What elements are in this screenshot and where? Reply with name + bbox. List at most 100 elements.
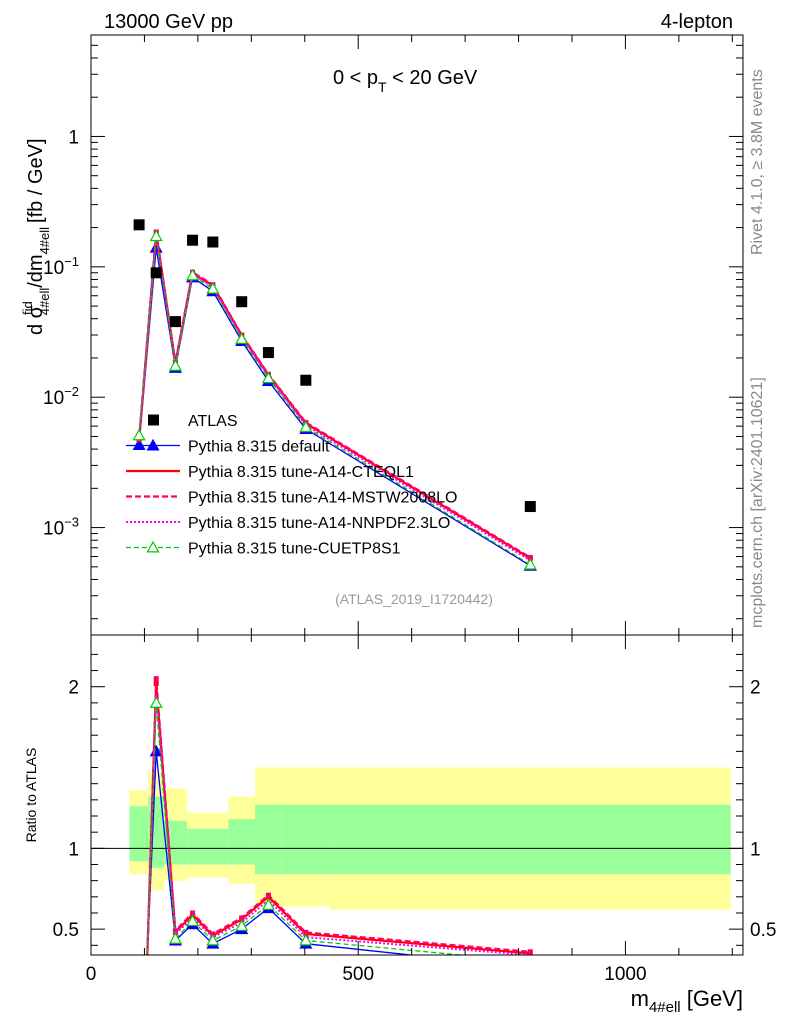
tick-exponent: −2 <box>64 384 79 399</box>
ylabel-unit: [fb / GeV] <box>25 138 47 222</box>
ylabel-d: d <box>25 324 47 335</box>
ratio-point-mstw <box>145 959 150 964</box>
cut-label: 0 < pT < 20 GeV <box>333 67 478 95</box>
inner-band-bin <box>187 828 198 865</box>
y-tick-label-ratio-right: 0.5 <box>750 920 776 941</box>
main-point-mstw <box>527 554 533 560</box>
inner-band-bin <box>197 828 229 865</box>
y-tick-label-ratio-right: 1 <box>750 839 761 860</box>
x-axis-title: m4#ell [GeV] <box>631 986 743 1016</box>
atlas-point <box>169 316 181 328</box>
ratio-marker-cuetp8s1 <box>299 933 313 946</box>
atlas-point <box>300 374 312 386</box>
ratio-uncertainty-bands <box>129 767 731 910</box>
ratio-marker-cuetp8s1 <box>235 919 249 931</box>
analysis-reference: (ATLAS_2019_I1720442) <box>335 591 493 607</box>
ratio-point-cteql1 <box>145 959 150 964</box>
atlas-point <box>524 501 536 513</box>
main-marker-cuetp8s1 <box>299 420 313 433</box>
y-tick-label-ratio-left: 2 <box>68 678 79 699</box>
ratio-series <box>145 676 533 964</box>
cut-sub: T <box>378 79 387 95</box>
atlas-point <box>133 219 145 231</box>
ratio-point-mstw <box>239 915 245 921</box>
y-tick-label-ratio-left: 1 <box>68 839 79 860</box>
ylabel-slash: /dm <box>25 254 47 287</box>
main-marker-cuetp8s1 <box>186 268 200 281</box>
ratio-marker-cuetp8s1 <box>168 932 182 944</box>
cut-suffix: < 20 GeV <box>387 67 478 89</box>
rivet-label: Rivet 4.1.0, ≥ 3.8M events <box>749 69 766 255</box>
ratio-frame <box>90 634 744 956</box>
atlas-point <box>187 234 199 246</box>
ratio-marker-cuetp8s1 <box>149 696 163 708</box>
main-marker-cuetp8s1 <box>149 229 163 242</box>
ylabel-sub: 4#ell <box>37 288 52 316</box>
y-tick-label-main: 10−2 <box>43 384 79 409</box>
tick-base: 10 <box>43 258 64 279</box>
legend-label-mstw: Pythia 8.315 tune-A14-MSTW2008LO <box>188 490 457 507</box>
main-marker-cuetp8s1 <box>132 428 146 441</box>
y-tick-label-main: 1 <box>68 127 79 148</box>
ratio-marker-cuetp8s1 <box>261 898 275 910</box>
ratio-marker-cuetp8s1 <box>186 914 200 927</box>
ylabel-sup: fid <box>20 301 35 315</box>
header-process: 4-lepton <box>661 11 733 33</box>
y-tick-label-main: 10−1 <box>43 254 79 279</box>
legend-marker-default <box>146 438 160 451</box>
xlabel-sub: 4#ell <box>649 999 681 1016</box>
y-axis-title-ratio: Ratio to ATLAS <box>23 748 39 843</box>
ratio-marker-cuetp8s1 <box>206 933 220 946</box>
legend-marker-cuetp8s1 <box>146 540 160 553</box>
cut-prefix: 0 < p <box>333 67 378 89</box>
y-tick-label-ratio-left: 0.5 <box>53 920 79 941</box>
main-marker-cuetp8s1 <box>523 557 537 570</box>
tick-base: 10 <box>43 388 64 409</box>
legend-label-atlas: ATLAS <box>188 413 238 430</box>
tick-base: 10 <box>43 519 64 540</box>
axis-ticks <box>90 34 743 955</box>
x-tick-label: 0 <box>86 964 97 985</box>
inner-band-bin <box>255 804 282 875</box>
inner-band-bin <box>228 819 256 865</box>
inner-band-bin <box>129 806 149 862</box>
x-tick-label: 1000 <box>604 964 646 985</box>
legend-label-nnpdf: Pythia 8.315 tune-A14-NNPDF2.3LO <box>188 515 450 532</box>
y-axis-title-main: d σfid 4#ell/dm4#ell[fb / GeV] <box>20 138 52 335</box>
main-marker-cuetp8s1 <box>235 332 249 344</box>
ratio-point-cteql1 <box>153 680 159 686</box>
legend-label-cuetp8s1: Pythia 8.315 tune-CUETP8S1 <box>188 541 401 558</box>
atlas-point <box>236 296 248 308</box>
y-tick-label-main: 10−3 <box>43 515 79 540</box>
ylabel-sigma: σ <box>25 305 47 318</box>
atlas-point <box>150 267 162 279</box>
main-marker-default <box>132 438 146 450</box>
ratio-point-mstw <box>153 676 159 682</box>
legend-marker-atlas <box>148 414 159 426</box>
main-line-cuetp8s1 <box>138 236 531 566</box>
atlas-data-points <box>133 219 536 513</box>
header-energy: 13000 GeV pp <box>104 11 233 33</box>
inner-band-bin <box>329 804 731 875</box>
ratio-point-mstw <box>265 892 271 898</box>
atlas-point <box>262 347 274 359</box>
tick-exponent: −3 <box>64 515 79 530</box>
inner-band-bin <box>281 804 330 875</box>
ratio-point-mstw <box>527 949 533 955</box>
mcplots-label: mcplots.cern.ch [arXiv:2401.10621] <box>749 377 766 628</box>
xlabel-unit: [GeV] <box>681 986 743 1011</box>
x-tick-label: 500 <box>342 964 374 985</box>
legend-label-default: Pythia 8.315 default <box>188 439 330 456</box>
legend: ATLAS Pythia 8.315 default Pythia 8.315 tu… <box>126 413 457 558</box>
main-series <box>132 229 537 571</box>
ratio-point-mstw <box>303 929 309 935</box>
atlas-point <box>207 236 219 248</box>
ratio-point-mstw <box>190 910 196 916</box>
ratio-point-mstw <box>172 928 178 934</box>
legend-label-cteql1: Pythia 8.315 tune-A14-CTEQL1 <box>188 464 414 481</box>
tick-base: 1 <box>68 127 79 148</box>
main-marker-cuetp8s1 <box>206 281 220 294</box>
y-tick-label-ratio-right: 2 <box>750 678 761 699</box>
